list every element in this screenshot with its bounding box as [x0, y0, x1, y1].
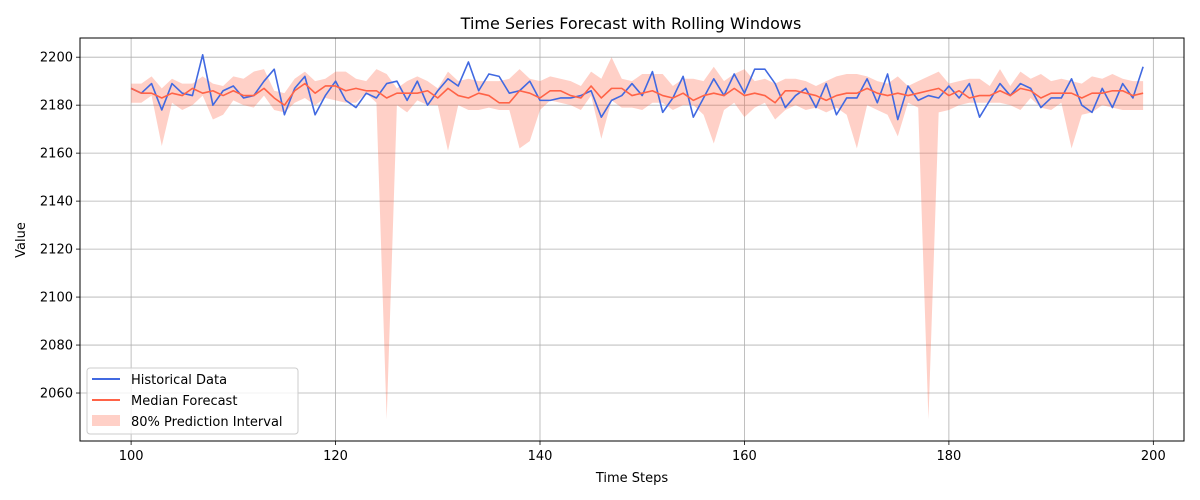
y-tick-label: 2080: [40, 339, 73, 354]
x-tick-label: 200: [1141, 449, 1166, 464]
legend-median-label: Median Forecast: [131, 394, 237, 409]
y-tick-label: 2180: [40, 99, 73, 114]
chart-title: Time Series Forecast with Rolling Window…: [460, 14, 802, 33]
historical-data-line: [130, 53, 1144, 121]
x-axis-ticks: 100 120 140 160 180 200: [119, 441, 1166, 464]
series-lines: [130, 53, 1144, 121]
y-tick-label: 2060: [40, 387, 73, 402]
grid-lines: [80, 38, 1184, 441]
x-tick-label: 100: [119, 449, 144, 464]
y-tick-label: 2120: [40, 243, 73, 258]
y-axis-label: Value: [14, 222, 29, 258]
prediction-interval-area: [131, 57, 1144, 420]
legend: Historical Data Median Forecast 80% Pred…: [86, 367, 299, 435]
x-tick-label: 160: [732, 449, 757, 464]
legend-box: [86, 367, 299, 435]
y-tick-label: 2200: [40, 51, 73, 66]
legend-historical-label: Historical Data: [131, 373, 227, 388]
x-tick-label: 140: [528, 449, 553, 464]
y-axis-ticks: 2060 2080 2100 2120 2140 2160 2180 2200: [40, 51, 80, 402]
median-forecast-line: [130, 82, 1144, 106]
x-axis-label: Time Steps: [595, 471, 669, 486]
y-tick-label: 2160: [40, 147, 73, 162]
x-tick-label: 120: [323, 449, 348, 464]
y-tick-label: 2100: [40, 291, 73, 306]
axes-frame: [79, 37, 1185, 442]
legend-interval-label: 80% Prediction Interval: [131, 415, 283, 430]
x-tick-label: 180: [936, 449, 961, 464]
legend-interval-swatch: [92, 415, 120, 426]
prediction-interval-band: [131, 57, 1144, 420]
y-tick-label: 2140: [40, 195, 73, 210]
